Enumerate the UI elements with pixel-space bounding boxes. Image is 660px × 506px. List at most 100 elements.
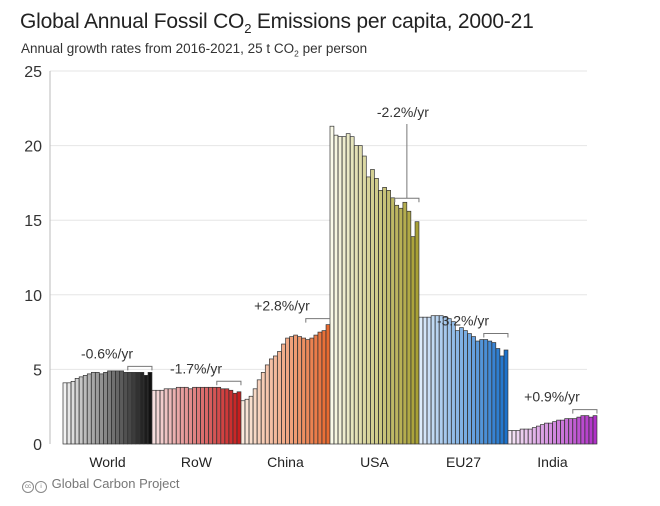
bar-world-2014 [119,370,124,445]
growth-bracket-china [305,318,331,323]
bar-usa-2007 [358,145,363,445]
bar-eu27-2001 [422,316,428,445]
bar-row-2016 [216,386,222,445]
bar-usa-2012 [378,190,383,445]
bar-row-2006 [175,386,181,445]
bar-india-2018 [580,415,586,445]
growth-bracket-usa [394,124,420,203]
bar-row-2014 [208,386,213,445]
bar-row-2000 [151,389,157,445]
y-axis: 0 5 10 15 20 25 [24,64,51,454]
bar-world-2000 [62,382,68,445]
bar-eu27-2019 [495,348,501,445]
bar-row-2005 [171,388,177,445]
bar-india-2013 [560,419,565,445]
bar-usa-2003 [341,136,347,445]
bar-india-2008 [540,424,545,445]
bar-india-2014 [564,418,569,445]
bar-eu27-2009 [455,330,460,445]
y-tick-label: 5 [33,362,42,379]
bar-india-2007 [535,425,541,445]
growth-label-eu27: -3.2%/yr [437,313,489,329]
bar-usa-2006 [353,145,359,445]
bar-china-2011 [285,337,290,445]
bar-world-2011 [107,370,112,445]
bar-world-2012 [111,370,116,445]
bar-world-2019 [139,372,145,445]
bar-usa-2001 [333,134,339,445]
bar-usa-2015 [390,197,396,445]
bar-eu27-2010 [459,327,464,445]
bar-india-2004 [523,428,529,445]
bar-eu27-2008 [451,321,456,445]
bar-usa-2009 [366,176,371,445]
chart-title: Global Annual Fossil CO2 Emissions per c… [20,10,534,37]
growth-bracket-row [216,380,242,386]
bar-usa-2017 [398,207,404,445]
bar-world-2002 [70,380,76,445]
bar-world-2008 [95,372,100,445]
bar-eu27-2018 [491,342,497,445]
bar-usa-2014 [386,190,391,445]
bar-eu27-2000 [418,316,424,445]
bar-india-2021 [592,415,598,445]
bar-china-2003 [252,388,258,445]
bar-usa-2004 [345,133,351,445]
bar-world-2018 [135,372,141,445]
x-tick-label-row: RoW [181,454,213,470]
bar-group-eu27 [418,315,509,445]
growth-annotations: -0.6%/yr -1.7%/yr +2.8%/yr -2.2%/yr -3.2%/yr… [81,104,598,414]
bar-china-2002 [248,395,254,445]
bar-usa-2020 [410,236,416,445]
bar-world-2017 [131,372,137,445]
footer: cc i Global Carbon Project [22,476,180,493]
bar-india-2011 [552,421,557,445]
bar-eu27-2005 [438,315,444,445]
bar-usa-2005 [349,136,355,445]
creative-commons-icon: cc [22,481,34,493]
bar-india-2003 [519,428,525,445]
chart-plot: 0 5 10 15 20 25 -0.6%/yr -1.7%/yr +2.8%/yr -2.2%… [24,64,598,470]
bar-china-2020 [321,330,327,445]
bar-eu27-2012 [467,333,472,445]
bar-china-2021 [325,324,331,445]
bar-world-2005 [82,375,88,445]
bar-group-india [507,415,598,445]
bar-india-2010 [548,422,553,445]
bar-group-row [151,386,242,445]
bar-china-2013 [293,334,298,445]
bar-row-2020 [232,392,238,445]
bar-row-2004 [167,388,173,445]
bar-eu27-2006 [442,316,448,445]
bar-row-2001 [155,389,161,445]
grid-lines [50,70,587,370]
x-tick-label-usa: USA [360,454,389,470]
bar-india-2009 [544,422,549,445]
bar-group-world [62,370,153,445]
bar-china-2018 [313,334,319,445]
bar-china-2014 [297,336,302,445]
bar-eu27-2011 [463,330,468,445]
bar-world-2006 [86,373,92,445]
bar-row-2003 [163,388,169,445]
bar-china-2005 [260,372,266,445]
bar-eu27-2007 [447,318,452,445]
y-tick-label: 0 [33,437,42,454]
bar-usa-2021 [414,221,420,445]
growth-bracket-world [127,365,153,371]
bar-china-2019 [317,331,323,445]
bar-china-2006 [264,364,270,445]
y-tick-label: 15 [24,213,42,230]
bar-world-2021 [147,372,153,445]
bar-eu27-2020 [499,355,505,445]
chart-subtitle: Annual growth rates from 2016-2021, 25 t… [21,41,368,59]
bar-eu27-2002 [426,316,432,445]
bar-eu27-2013 [471,336,476,445]
bar-eu27-2015 [479,339,485,445]
y-tick-label: 20 [24,139,42,156]
bar-row-2010 [192,386,197,445]
bar-world-2015 [123,372,129,445]
x-tick-label-world: World [89,454,125,470]
bar-world-2004 [78,376,84,445]
bar-usa-2008 [362,155,367,445]
